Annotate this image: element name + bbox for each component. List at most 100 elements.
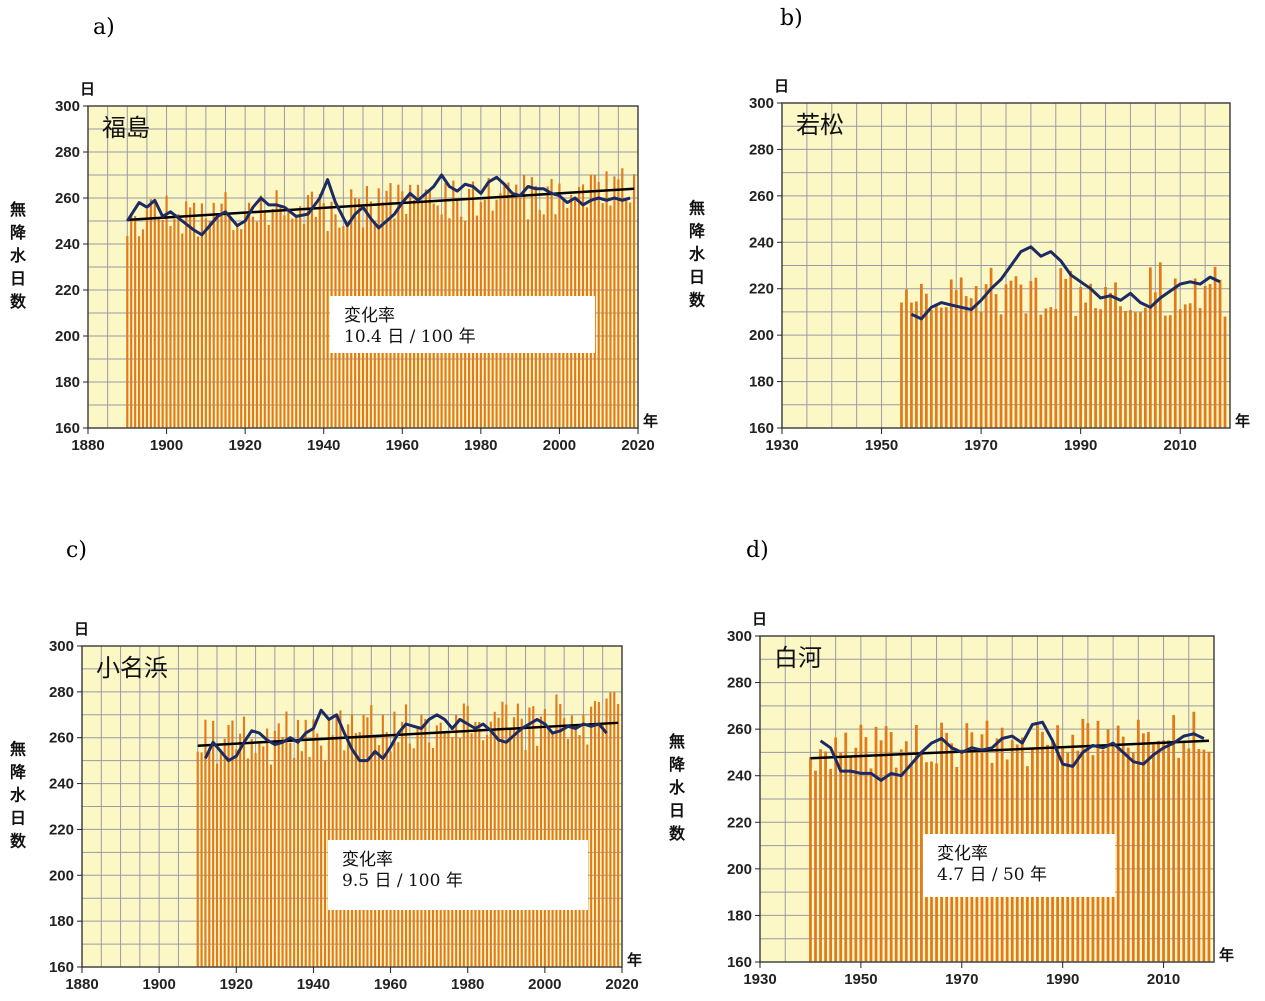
bar xyxy=(242,716,246,967)
bar xyxy=(834,737,838,962)
bar xyxy=(617,179,620,428)
bar xyxy=(314,216,317,428)
bar xyxy=(306,195,310,428)
bar xyxy=(1183,304,1187,428)
bar xyxy=(864,737,868,962)
bar xyxy=(493,711,496,967)
x-tick-label: 1930 xyxy=(765,437,798,454)
bar xyxy=(215,763,219,967)
bar xyxy=(262,746,265,967)
bar xyxy=(240,229,243,428)
bar xyxy=(1208,284,1212,428)
y-tick-label: 180 xyxy=(749,374,774,391)
bar xyxy=(869,768,873,962)
bar xyxy=(126,235,129,428)
plot-frame xyxy=(759,635,1215,963)
bar xyxy=(239,733,242,967)
bar xyxy=(605,698,608,967)
bar xyxy=(839,752,843,962)
bar xyxy=(829,768,833,962)
y-tick-label: 160 xyxy=(727,954,752,971)
bar xyxy=(593,701,597,967)
bar xyxy=(1152,744,1155,962)
bar xyxy=(894,767,898,962)
bar xyxy=(196,751,199,967)
bar xyxy=(1099,309,1102,428)
bar xyxy=(625,198,628,428)
y-tick-label: 280 xyxy=(55,144,80,161)
bar xyxy=(177,214,180,428)
bar xyxy=(1153,292,1157,428)
plot-frame xyxy=(781,102,1231,429)
bar xyxy=(291,218,294,428)
chart-panel-b: b) 160 180 200 220 240 260 280 300 1930 1950 1970 19… xyxy=(689,6,1250,454)
bar xyxy=(258,741,261,967)
bar xyxy=(1079,286,1083,428)
bar xyxy=(874,726,878,962)
bar xyxy=(271,208,274,428)
bar xyxy=(1116,725,1120,962)
x-tick-label: 1940 xyxy=(307,437,340,454)
bar xyxy=(247,202,251,428)
station-name: 小名浜 xyxy=(96,654,168,682)
bar xyxy=(302,223,306,428)
y-tick-label: 200 xyxy=(749,327,774,344)
rate-label: 変化率 xyxy=(342,850,393,870)
bar xyxy=(989,267,993,428)
bar xyxy=(1173,278,1177,428)
bar xyxy=(1141,733,1145,962)
bar xyxy=(318,194,321,428)
bar xyxy=(597,701,600,967)
y-axis-label: 無降水日数 xyxy=(669,732,686,843)
x-tick-label: 1940 xyxy=(297,976,330,993)
bar xyxy=(316,733,319,967)
rate-box xyxy=(330,296,595,353)
bar xyxy=(1064,278,1068,428)
x-tick-label: 2010 xyxy=(1164,437,1197,454)
bar xyxy=(1177,757,1181,962)
bar xyxy=(814,770,817,962)
bar xyxy=(1197,749,1201,962)
y-axis-label: 無降水日数 xyxy=(10,740,27,851)
rate-box xyxy=(923,834,1115,897)
bar xyxy=(300,751,303,967)
bar xyxy=(920,754,923,962)
bar xyxy=(1144,307,1147,428)
y-unit-label: 日 xyxy=(774,77,789,95)
y-tick-label: 200 xyxy=(49,867,74,884)
bar xyxy=(308,756,311,967)
bar xyxy=(601,203,604,428)
bar xyxy=(1074,315,1078,428)
bar xyxy=(267,224,270,428)
panel-label: a) xyxy=(93,15,115,40)
bar xyxy=(289,742,292,967)
y-tick-label: 180 xyxy=(55,374,80,391)
bar xyxy=(208,220,211,428)
y-tick-label: 300 xyxy=(749,95,774,112)
x-unit-label: 年 xyxy=(1219,946,1234,964)
bar xyxy=(189,207,192,428)
y-tick-label: 160 xyxy=(55,420,80,437)
x-tick-label: 1970 xyxy=(945,971,978,988)
rate-label: 変化率 xyxy=(344,306,395,326)
bar xyxy=(613,691,616,967)
bar xyxy=(1004,284,1008,428)
bar xyxy=(185,201,188,428)
y-tick-label: 180 xyxy=(49,913,74,930)
bar xyxy=(275,190,278,428)
bar xyxy=(1121,736,1125,962)
bar xyxy=(1213,266,1217,428)
bar xyxy=(181,233,184,428)
bar xyxy=(1136,719,1140,962)
bar xyxy=(304,719,307,967)
y-unit-label: 日 xyxy=(74,620,89,638)
bar xyxy=(1168,315,1172,428)
y-axis-label: 無降水日数 xyxy=(689,199,706,310)
bar xyxy=(597,182,600,428)
y-tick-label: 200 xyxy=(727,861,752,878)
bar xyxy=(994,294,998,428)
bar xyxy=(559,703,562,967)
bar xyxy=(263,211,266,428)
bar xyxy=(235,749,238,967)
